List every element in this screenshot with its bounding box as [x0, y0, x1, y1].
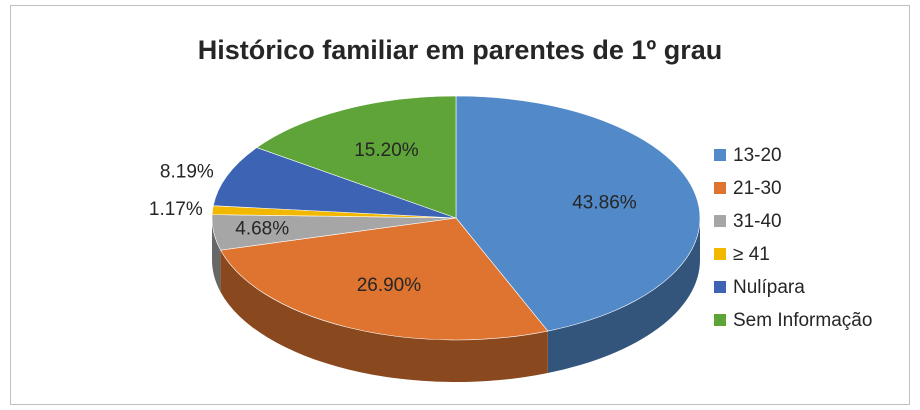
legend-swatch [714, 281, 726, 293]
data-label: 26.90% [357, 275, 422, 296]
legend-label: Nulípara [733, 277, 805, 298]
data-label: 43.86% [572, 193, 637, 214]
legend-swatch [714, 248, 726, 260]
slice-side [212, 218, 221, 293]
legend-label: Sem Informação [733, 310, 872, 331]
data-label: 15.20% [354, 140, 419, 161]
legend-label: 21-30 [733, 178, 782, 199]
legend-label: ≥ 41 [733, 244, 770, 265]
slice-side [547, 218, 700, 374]
data-label: 1.17% [149, 199, 203, 220]
slice [212, 147, 457, 219]
legend-swatch [714, 215, 726, 227]
slice [220, 217, 549, 341]
slice [455, 95, 701, 332]
chart-title: Histórico familiar em parentes de 1º gra… [198, 35, 723, 65]
legend-swatch [714, 314, 726, 326]
legend-label: 13-20 [733, 145, 782, 166]
data-label: 4.68% [235, 219, 289, 240]
data-label: 8.19% [160, 162, 214, 183]
legend-swatch [714, 149, 726, 161]
legend-label: 31-40 [733, 211, 782, 232]
legend-swatch [714, 182, 726, 194]
slice-side [220, 250, 548, 382]
slice [256, 95, 457, 219]
